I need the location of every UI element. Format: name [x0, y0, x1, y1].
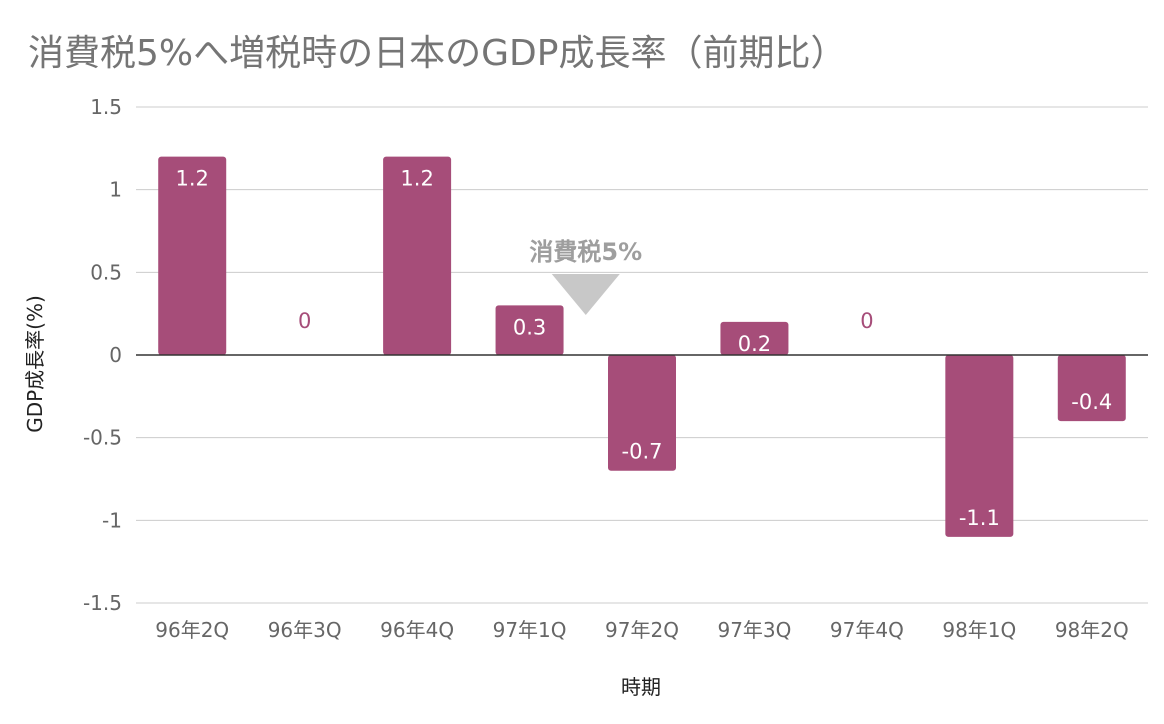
x-axis-label: 時期 [621, 675, 661, 699]
data-label: -0.7 [622, 440, 663, 464]
y-tick-label: 1 [109, 178, 122, 202]
x-tick-label: 96年2Q [155, 618, 229, 642]
x-tick-label: 96年3Q [268, 618, 342, 642]
data-label: -0.4 [1071, 390, 1112, 414]
bar [1057, 355, 1126, 422]
x-tick-label: 98年1Q [942, 618, 1016, 642]
bar [720, 321, 789, 355]
data-label: 0 [298, 309, 311, 333]
y-tick-label: -1.5 [83, 591, 122, 615]
x-tick-label: 96年4Q [380, 618, 454, 642]
data-label: 1.2 [400, 167, 433, 191]
x-tick-label: 97年2Q [605, 618, 679, 642]
x-tick-label: 97年3Q [717, 618, 791, 642]
bar [495, 305, 564, 355]
bar [945, 355, 1014, 537]
data-label: 0.3 [513, 315, 546, 339]
x-tick-label: 98年2Q [1055, 618, 1129, 642]
chart-title: 消費税5%へ増税時の日本のGDP成長率（前期比） [28, 33, 847, 74]
y-tick-label: -0.5 [83, 426, 122, 450]
y-tick-label: -1 [102, 508, 122, 532]
annotation-marker [551, 274, 620, 315]
x-tick-label: 97年1Q [493, 618, 567, 642]
y-tick-label: 0.5 [90, 260, 122, 284]
data-label: 0.2 [738, 332, 771, 356]
bar [383, 156, 452, 355]
y-tick-label: 0 [109, 343, 122, 367]
data-label: 0 [860, 309, 873, 333]
data-label: -1.1 [959, 506, 1000, 530]
bar [158, 156, 227, 355]
y-axis-label: GDP成長率(%) [23, 295, 47, 433]
bars [158, 156, 1126, 537]
y-tick-label: 1.5 [90, 95, 122, 119]
annotation-label: 消費税5% [529, 238, 642, 266]
x-tick-label: 97年4Q [830, 618, 904, 642]
data-labels: 1.2 0 1.2 0.3 -0.7 0.2 0 -1.1 -0.4 [176, 167, 1113, 530]
y-axis-ticks: 1.5 1 0.5 0 -0.5 -1 -1.5 [83, 95, 122, 615]
annotation: 消費税5% [529, 238, 642, 315]
bar [608, 355, 676, 471]
data-label: 1.2 [176, 167, 209, 191]
x-axis-ticks: 96年2Q 96年3Q 96年4Q 97年1Q 97年2Q 97年3Q 97年4Q 98年1Q… [155, 618, 1128, 642]
